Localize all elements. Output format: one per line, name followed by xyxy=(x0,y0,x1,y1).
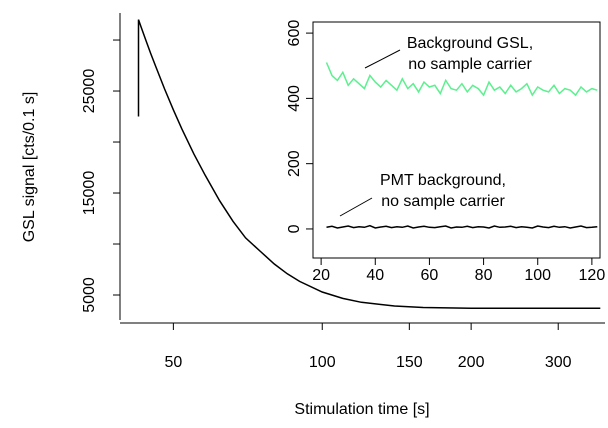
series-line xyxy=(325,62,598,97)
y-tick-label: 600 xyxy=(286,20,303,47)
x-tick-label: 50 xyxy=(164,354,182,371)
pointer xyxy=(364,49,401,69)
y-tick-label: 15000 xyxy=(81,171,98,216)
inset-box xyxy=(312,21,601,259)
x-axis-label: Stimulation time [s] xyxy=(294,401,429,418)
x-tick-label: 80 xyxy=(475,267,493,284)
y-tick-label: 400 xyxy=(286,85,303,112)
y-tick-label: 200 xyxy=(286,150,303,177)
x-tick-label: 60 xyxy=(421,267,439,284)
series-line xyxy=(326,224,598,229)
x-tick-label: 100 xyxy=(309,354,336,371)
annotation: no sample carrier xyxy=(381,193,505,210)
y-axis-label: GSL signal [cts/0.1 s] xyxy=(21,92,38,243)
x-tick-label: 100 xyxy=(524,267,551,284)
x-tick-label: 200 xyxy=(458,354,485,371)
pointer xyxy=(339,197,373,217)
y-tick-label: 5000 xyxy=(81,277,98,313)
x-tick-label: 20 xyxy=(312,267,330,284)
x-tick-label: 150 xyxy=(396,354,423,371)
x-tick-label: 40 xyxy=(366,267,384,284)
x-tick-label: 120 xyxy=(579,267,606,284)
y-tick-label: 0 xyxy=(286,224,303,233)
y-tick-label: 25000 xyxy=(81,69,98,114)
series-line xyxy=(137,19,601,310)
annotation: no sample carrier xyxy=(408,56,532,73)
annotation: PMT background, xyxy=(380,172,506,189)
annotation: Background GSL, xyxy=(407,35,533,52)
x-tick-label: 300 xyxy=(545,354,572,371)
